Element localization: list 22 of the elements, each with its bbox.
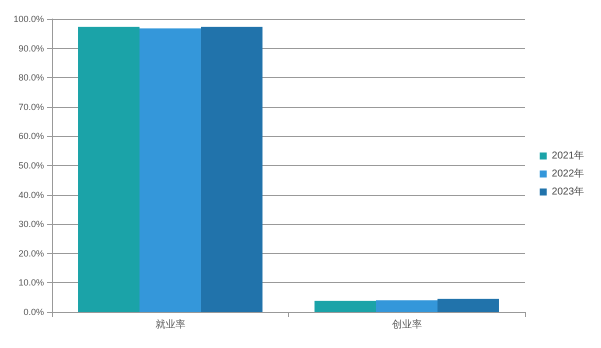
y-tick-label: 0.0% [23, 307, 44, 317]
legend-label: 2021年 [552, 150, 584, 162]
legend-label: 2022年 [552, 168, 584, 180]
x-tick-label: 就业率 [155, 318, 186, 330]
y-tick-label: 80.0% [18, 72, 44, 83]
bar [314, 300, 376, 312]
y-tick-label: 100.0% [13, 14, 44, 24]
bar [140, 28, 201, 312]
bar [437, 298, 499, 312]
bar [376, 300, 438, 312]
legend-label: 2023年 [552, 186, 584, 198]
y-tick-label: 30.0% [18, 219, 44, 230]
y-tick-label: 10.0% [18, 278, 44, 288]
y-tick-label: 90.0% [18, 43, 44, 54]
x-tick-label: 创业率 [392, 318, 422, 330]
y-tick-label: 50.0% [18, 160, 44, 170]
y-tick-label: 60.0% [18, 131, 44, 142]
y-tick-label: 20.0% [18, 248, 44, 258]
y-tick-label: 40.0% [18, 190, 44, 200]
bar [78, 26, 140, 312]
y-tick-label: 70.0% [18, 102, 44, 112]
bar [200, 26, 262, 312]
